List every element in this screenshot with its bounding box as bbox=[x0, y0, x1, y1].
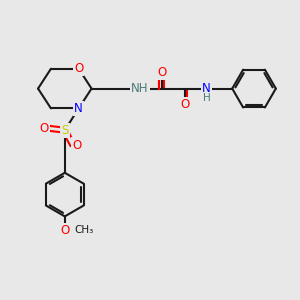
Text: O: O bbox=[157, 66, 167, 79]
Text: N: N bbox=[202, 82, 211, 95]
Text: S: S bbox=[61, 124, 68, 137]
Text: O: O bbox=[74, 62, 83, 75]
Text: O: O bbox=[39, 122, 49, 135]
Text: O: O bbox=[180, 98, 189, 111]
Text: NH: NH bbox=[131, 82, 149, 95]
Text: CH₃: CH₃ bbox=[75, 225, 94, 235]
Text: N: N bbox=[74, 102, 83, 115]
Text: H: H bbox=[202, 94, 210, 103]
Text: O: O bbox=[72, 139, 81, 152]
Text: O: O bbox=[60, 224, 69, 237]
